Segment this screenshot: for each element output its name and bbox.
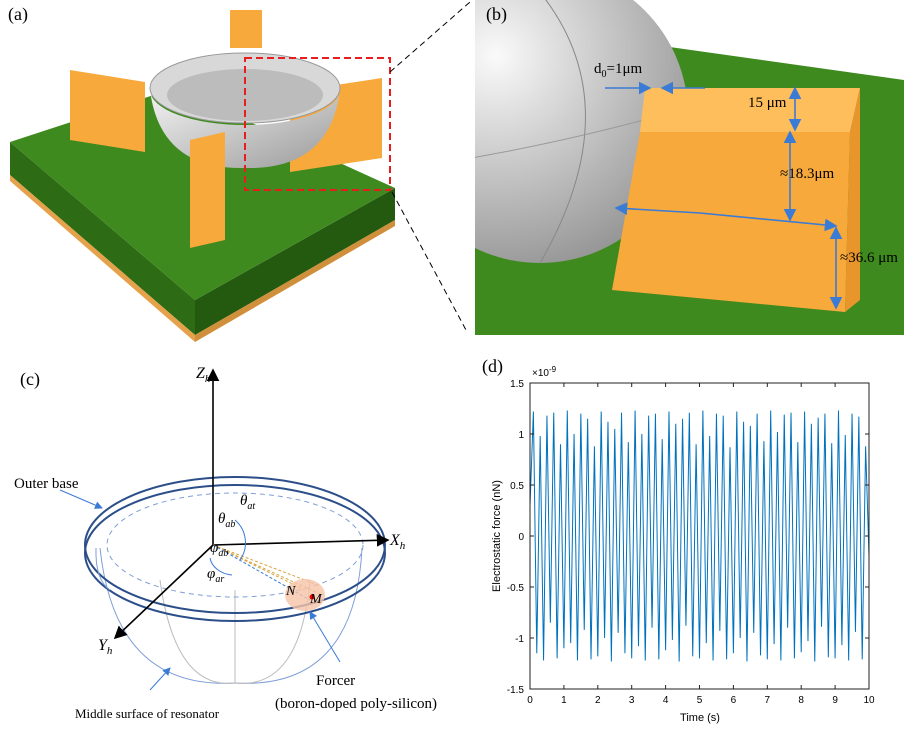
panel-label: (a): [8, 4, 28, 25]
y-tick-label: 1: [518, 430, 524, 441]
panel-label: (c): [20, 369, 40, 390]
annotation: Forcer: [316, 673, 355, 689]
panel-a: [10, 2, 470, 342]
panel-label: (d): [482, 356, 503, 377]
annotation: (boron-doped poly-silicon): [275, 696, 437, 712]
x-tick-label: 7: [765, 695, 771, 706]
x-tick-label: 2: [595, 695, 601, 706]
x-tick-label: 3: [629, 695, 635, 706]
x-tick-label: 0: [527, 695, 533, 706]
x-tick-label: 9: [832, 695, 838, 706]
y-tick-label: -0.5: [507, 583, 525, 594]
annotation: Outer base: [14, 476, 79, 492]
y-tick-label: -1.5: [507, 685, 525, 696]
axis-label: Xh: [389, 532, 406, 552]
point-label: N: [285, 584, 296, 599]
signal-line: [530, 411, 869, 662]
point-label: M: [309, 592, 323, 607]
figure: d0=1μm 15 μm ≈18.3μm ≈36.6 μm Zh Xh Yh θ…: [0, 0, 904, 729]
chart: ×10-9 Time (s) Electrostatic force (nN) …: [491, 365, 875, 724]
dimension-label: ≈36.6 μm: [840, 250, 898, 266]
y-tick-label: 1.5: [510, 379, 524, 390]
axis-label: Zh: [196, 365, 211, 385]
dimension-label: 15 μm: [748, 95, 787, 111]
x-tick-label: 1: [561, 695, 567, 706]
panel-c: [60, 370, 388, 690]
y-tick-label: -1: [515, 634, 524, 645]
angle-label: θat: [240, 493, 255, 512]
panel-label: (b): [486, 4, 507, 25]
axis-label: Yh: [98, 637, 113, 657]
annotation: Middle surface of resonator: [75, 706, 220, 721]
y-tick-label: 0: [518, 532, 524, 543]
angle-label: θab: [218, 511, 235, 530]
x-tick-label: 6: [731, 695, 737, 706]
x-tick-label: 8: [798, 695, 804, 706]
x-tick-label: 5: [697, 695, 703, 706]
x-axis-title: Time (s): [680, 712, 720, 724]
y-axis-title: Electrostatic force (nN): [491, 480, 503, 592]
x-tick-label: 4: [663, 695, 669, 706]
y-tick-label: 0.5: [510, 481, 524, 492]
angle-label: φab: [210, 540, 228, 559]
x-tick-label: 10: [863, 695, 875, 706]
dimension-label: ≈18.3μm: [780, 166, 835, 182]
axis-multiplier: ×10-9: [532, 365, 557, 379]
angle-label: φar: [207, 566, 224, 585]
